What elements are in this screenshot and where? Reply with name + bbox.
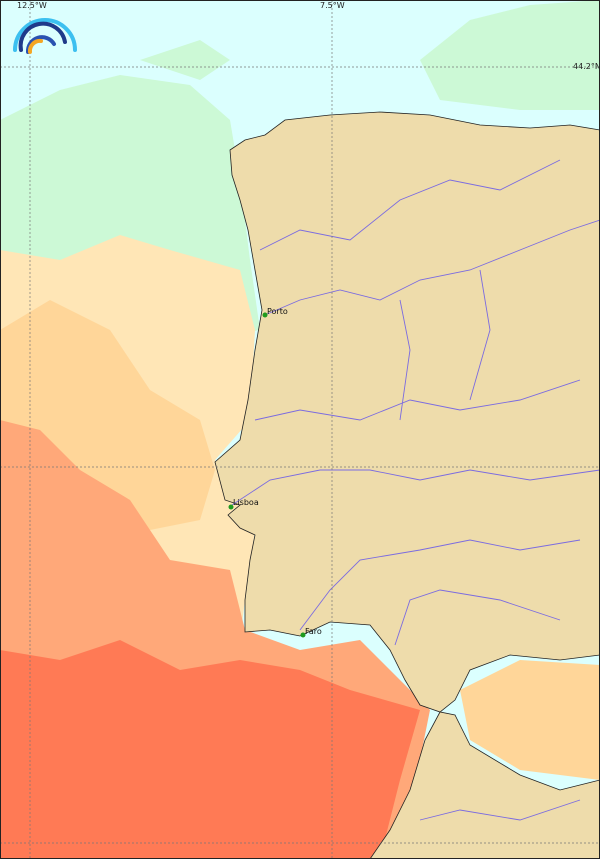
lon-label-left: 12.5°W — [17, 1, 47, 10]
city-markers — [228, 312, 306, 638]
iberia-land — [214, 111, 600, 713]
lisboa-marker — [228, 504, 234, 510]
sea-hot-area — [0, 640, 420, 859]
city-label-porto: Porto — [267, 307, 288, 316]
city-label-lisboa: Lisboa — [233, 498, 259, 507]
lon-label-right: 7.5°W — [320, 1, 345, 10]
rainbow-arcs-logo — [13, 18, 77, 54]
sea-warm-area — [0, 300, 600, 780]
rivers — [231, 159, 600, 821]
africa-land — [369, 711, 600, 859]
porto-marker — [262, 312, 268, 318]
faro-marker — [300, 632, 306, 638]
city-label-faro: Faro — [305, 627, 322, 636]
lat-label-top: 44.2°N — [573, 62, 600, 71]
